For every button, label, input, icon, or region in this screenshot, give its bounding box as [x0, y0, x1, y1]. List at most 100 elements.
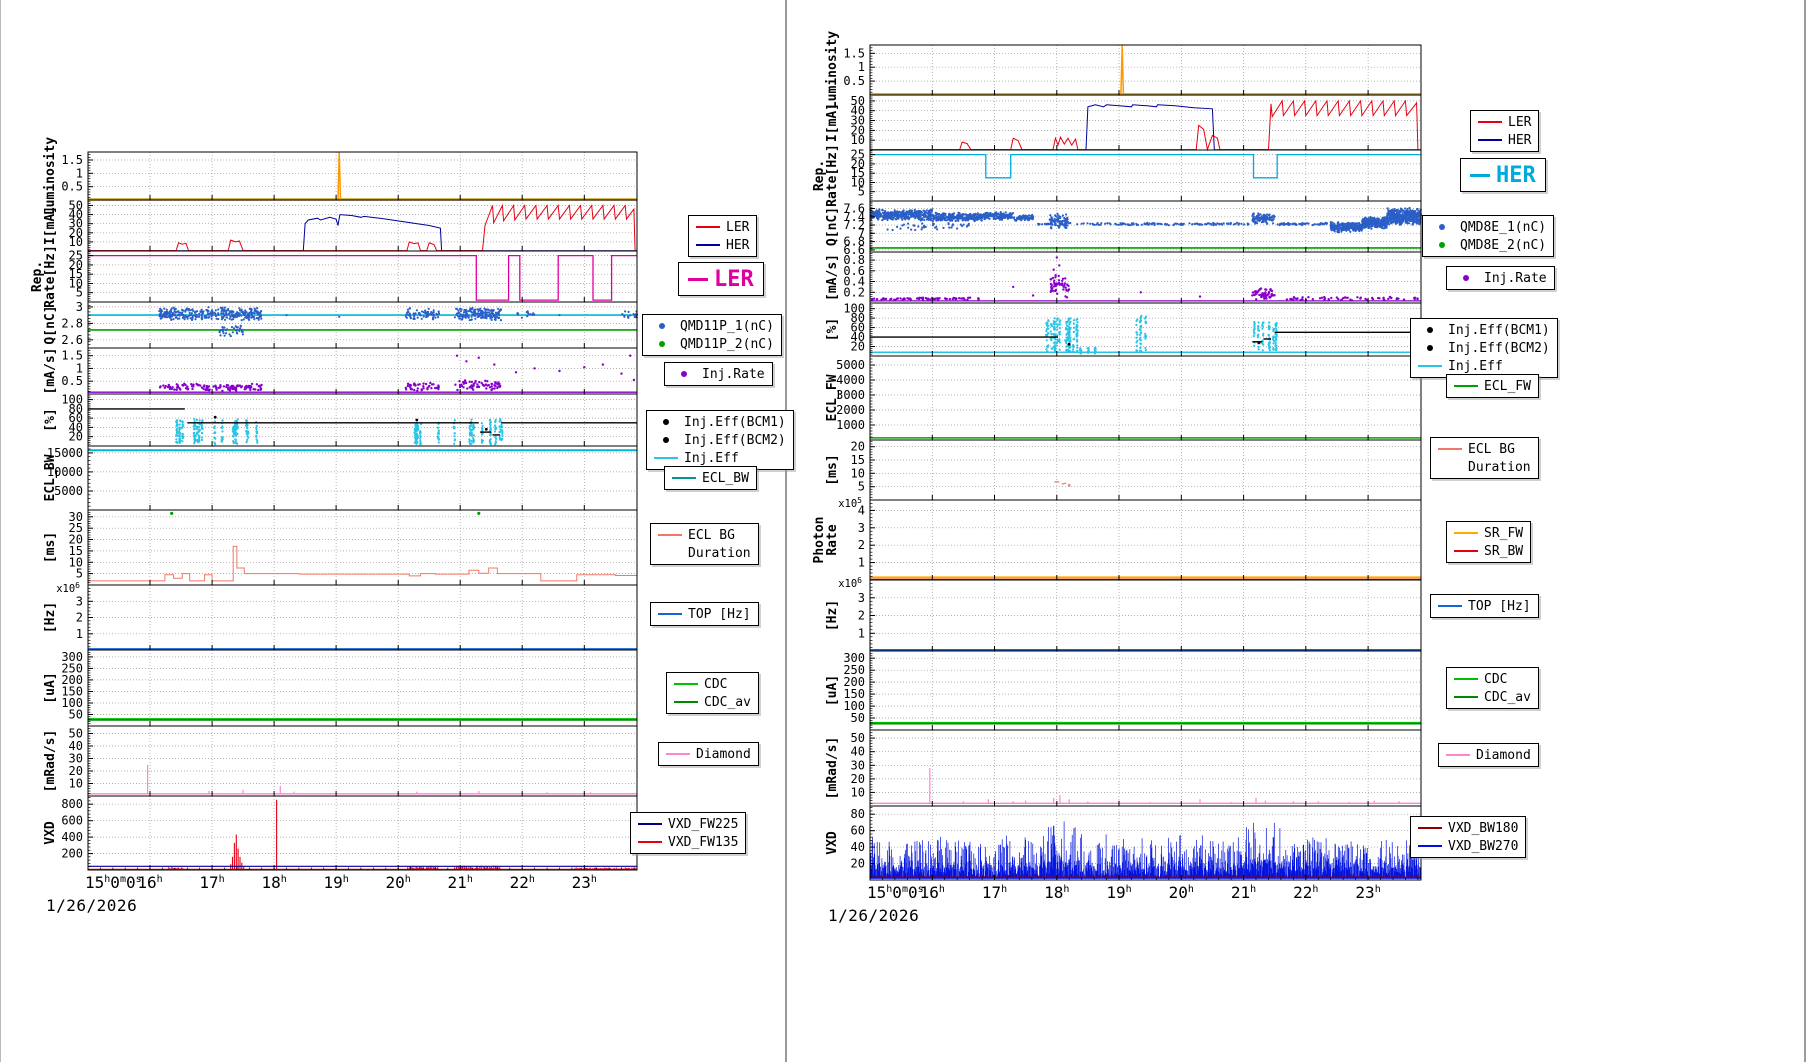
y-tick-label: 10: [69, 555, 83, 569]
grid: [88, 302, 637, 348]
y-tick-label: 250: [61, 661, 83, 675]
y-tick-label: 40: [69, 208, 83, 222]
series: [88, 718, 637, 721]
y-tick-label: 1: [76, 361, 83, 375]
y-tick-label: 40: [69, 420, 83, 434]
series: [88, 152, 637, 201]
y-axis-title: ECL_BW: [43, 454, 58, 501]
y-tick-label: 100: [843, 699, 865, 713]
y-tick-label: 30: [69, 752, 83, 766]
date-label: 1/26/2026: [828, 906, 920, 925]
series: [88, 306, 639, 338]
y-tick-label: 15000: [47, 446, 83, 460]
series: [870, 99, 1421, 152]
y-tick-label: 0.6: [843, 264, 865, 278]
series: [88, 203, 637, 252]
date-label: 1/26/2026: [46, 896, 138, 915]
y-tick-label: 50: [69, 708, 83, 722]
y-tick-label: 60: [851, 321, 865, 335]
y-tick-label: 2: [858, 538, 865, 552]
grid: [870, 95, 1421, 150]
axis-scale-label: x106: [56, 581, 80, 595]
ticks: [87, 797, 635, 870]
y-axis-title: Rate[Hz]: [825, 144, 840, 207]
grid: [870, 201, 1421, 252]
y-tick-label: 3: [858, 521, 865, 535]
y-tick-label: 5: [858, 185, 865, 199]
y-tick-label: 20: [851, 157, 865, 171]
y-axis-title: [ms]: [43, 532, 58, 563]
y-tick-label: 25: [851, 148, 865, 162]
y-tick-label: 7: [858, 226, 865, 240]
subplot-inj-rate: 0.511.5[mA/s]: [43, 347, 638, 395]
ticks: [87, 304, 585, 348]
x-tick-label: 16h: [137, 873, 162, 892]
ticks: [869, 96, 1369, 150]
x-tick-label: 15h0m0s: [85, 873, 142, 892]
ticks: [87, 154, 585, 200]
series: [870, 721, 1421, 725]
y-tick-label: 50: [851, 94, 865, 108]
y-tick-label: 20: [851, 340, 865, 354]
y-tick-label: 2: [76, 611, 83, 625]
grid: [870, 651, 1421, 730]
y-tick-label: 100: [61, 393, 83, 407]
grid: [870, 730, 1421, 806]
x-tick-label: 18h: [1044, 883, 1069, 902]
y-axis-title: Rep.: [812, 160, 827, 191]
y-tick-label: 10: [851, 785, 865, 799]
subplot-inj-rate: 0.20.40.60.8[mA/s]: [825, 251, 1422, 304]
y-axis-title: [%]: [43, 408, 58, 431]
ticks: [869, 503, 1369, 580]
y-tick-label: 5: [76, 567, 83, 581]
series: [870, 256, 1421, 302]
y-axis-title: VXD: [825, 831, 840, 855]
ticks: [87, 350, 585, 394]
y-axis-title: Rate: [825, 524, 840, 555]
y-tick-label: 2.8: [61, 316, 83, 330]
y-tick-label: 800: [61, 797, 83, 811]
grid: [88, 251, 637, 302]
y-axis-title: Rep.: [30, 261, 45, 292]
y-tick-label: 150: [843, 687, 865, 701]
ticks: [869, 150, 1369, 201]
ticks: [87, 395, 585, 446]
y-axis-title: Q[nC]: [825, 207, 840, 246]
panel-her: 0.5 1 1.5 Luminosity 10 20 30 40 50 I[mA] 5 10 15 20 2…: [788, 0, 1806, 1062]
subplot-vxd-dose: 20 40 60 80 VXD: [825, 805, 1422, 881]
y-tick-label: 0.8: [843, 253, 865, 267]
grid: [88, 510, 637, 585]
y-tick-label: 600: [61, 814, 83, 828]
y-axis-title: [Hz]: [825, 600, 840, 631]
x-tick-label: 23h: [1355, 883, 1380, 902]
y-tick-label: 4000: [836, 373, 865, 387]
y-tick-label: 1.5: [61, 349, 83, 363]
y-tick-label: 50: [851, 711, 865, 725]
ticks: [87, 587, 585, 650]
x-tick-label: 18h: [261, 873, 286, 892]
ticks: [869, 358, 1369, 440]
y-tick-label: 1: [76, 627, 83, 641]
y-axis-title: I[mA]: [825, 103, 840, 142]
x-tick-label: 17h: [199, 873, 224, 892]
y-tick-label: 300: [843, 651, 865, 665]
y-tick-label: 400: [61, 830, 83, 844]
y-tick-label: 20: [851, 440, 865, 454]
y-tick-label: 0.5: [61, 374, 83, 388]
y-tick-label: 15: [69, 267, 83, 281]
y-tick-label: 30: [851, 758, 865, 772]
grid: [88, 726, 637, 796]
chart-svg-her: 0.511.5Luminosity1020304050I[mA]51015202…: [812, 31, 1423, 902]
ticks: [87, 448, 585, 510]
series: [88, 764, 637, 795]
y-tick-label: 80: [851, 311, 865, 325]
